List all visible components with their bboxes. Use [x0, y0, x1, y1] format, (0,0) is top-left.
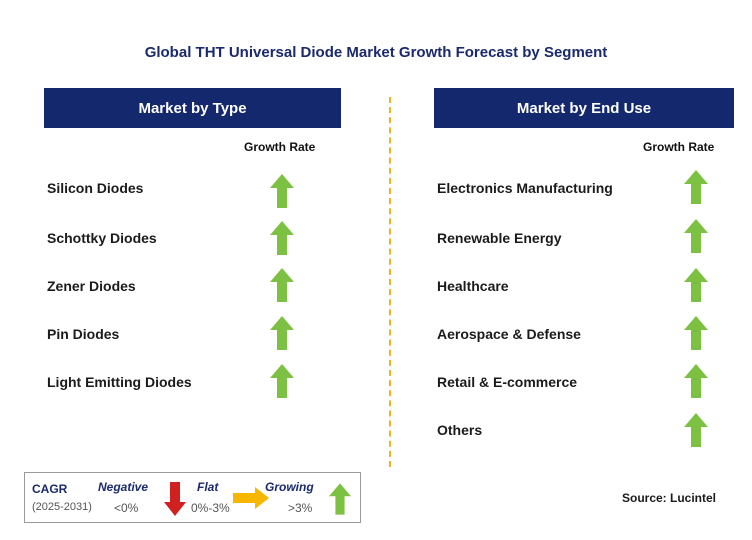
type-item-silicon-diodes: Silicon Diodes — [47, 180, 144, 196]
up-arrow-icon — [684, 170, 708, 204]
up-arrow-icon — [684, 219, 708, 253]
market-by-type-header: Market by Type — [44, 88, 341, 128]
legend-period: (2025-2031) — [32, 501, 92, 513]
end-use-item-renewable-energy: Renewable Energy — [437, 230, 562, 246]
end-use-item-electronics-manufacturing: Electronics Manufacturing — [437, 180, 613, 196]
up-arrow-icon — [684, 268, 708, 302]
type-item-pin-diodes: Pin Diodes — [47, 326, 120, 342]
legend-negative-label: Negative — [98, 480, 149, 494]
up-arrow-icon — [270, 268, 294, 302]
end-use-item-others: Others — [437, 422, 483, 438]
up-arrow-icon — [270, 364, 294, 398]
up-arrow-icon — [270, 174, 294, 208]
end-use-item-aerospace-defense: Aerospace & Defense — [437, 326, 581, 342]
type-item-light-emitting-diodes: Light Emitting Diodes — [47, 374, 192, 390]
type-growth-rate-label: Growth Rate — [244, 140, 316, 154]
legend-flat-label: Flat — [197, 480, 219, 494]
legend-negative-range: <0% — [114, 501, 139, 515]
up-arrow-icon — [684, 316, 708, 350]
up-arrow-icon — [270, 221, 294, 255]
up-arrow-icon — [684, 364, 708, 398]
end-use-item-retail-ecommerce: Retail & E-commerce — [437, 374, 578, 390]
up-arrow-icon — [684, 413, 708, 447]
type-item-schottky-diodes: Schottky Diodes — [47, 230, 157, 246]
down-arrow-icon — [164, 482, 186, 516]
end-use-item-healthcare: Healthcare — [437, 278, 509, 294]
end-use-growth-rate-label: Growth Rate — [643, 140, 715, 154]
cagr-legend: CAGR (2025-2031) Negative <0% Flat 0%-3%… — [24, 472, 361, 523]
type-item-zener-diodes: Zener Diodes — [47, 278, 136, 294]
up-arrow-icon — [329, 483, 351, 515]
page-title: Global THT Universal Diode Market Growth… — [144, 44, 608, 61]
legend-flat-range: 0%-3% — [191, 501, 230, 515]
up-arrow-icon — [270, 316, 294, 350]
legend-cagr-label: CAGR — [32, 482, 68, 496]
right-arrow-icon — [233, 487, 269, 509]
source-label: Source: Lucintel — [622, 491, 717, 505]
legend-growing-range: >3% — [288, 501, 313, 515]
market-by-end-use-header: Market by End Use — [434, 88, 734, 128]
legend-growing-label: Growing — [265, 480, 314, 494]
center-divider — [389, 97, 391, 467]
